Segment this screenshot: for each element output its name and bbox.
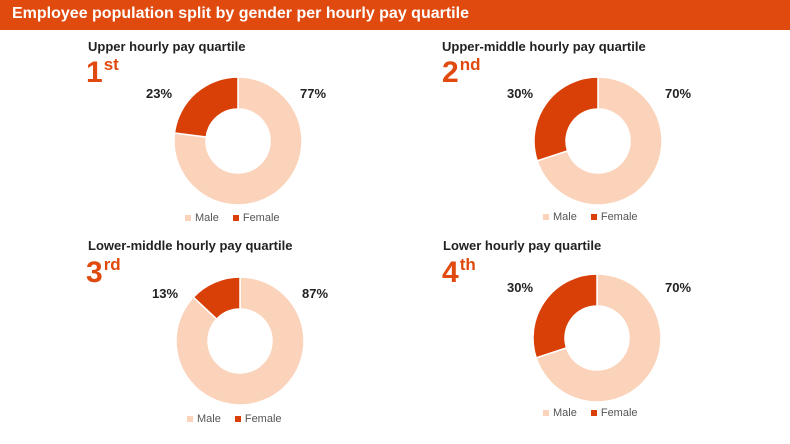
ordinal-suffix: th [459, 255, 476, 274]
slice-female [192, 276, 241, 321]
panel-title: Upper hourly pay quartile [88, 39, 246, 54]
male-pct-label: 87% [302, 286, 329, 301]
quartile-panel-4: Lower hourly pay quartile 4th 70% 30% Ma… [395, 230, 790, 435]
ordinal-number: 4 [442, 256, 459, 289]
legend-label: Female [242, 212, 280, 224]
ordinal-number: 3 [86, 256, 103, 289]
chart-legend: Male Female [185, 212, 294, 224]
quartile-ordinal: 3rd [86, 255, 121, 289]
ordinal-number: 1 [86, 56, 103, 89]
male-pct-label: 70% [665, 86, 692, 101]
ordinal-suffix: st [103, 55, 119, 74]
male-swatch [543, 410, 549, 416]
legend-item-female: Female [590, 407, 638, 419]
legend-item-male: Male [187, 413, 221, 425]
legend-label: Female [600, 407, 638, 419]
panel-title: Lower hourly pay quartile [443, 238, 602, 253]
header-banner: Employee population split by gender per … [0, 0, 790, 30]
ordinal-suffix: nd [459, 55, 481, 74]
female-swatch [590, 214, 597, 220]
quartile-panel-2: Upper-middle hourly pay quartile 2nd 70%… [395, 30, 790, 235]
donut-chart [173, 76, 303, 206]
female-swatch [232, 215, 239, 221]
slice-male [536, 76, 663, 206]
legend-label: Female [244, 413, 282, 425]
legend-label: Male [195, 212, 219, 224]
legend-label: Male [197, 413, 221, 425]
legend-item-male: Male [543, 407, 577, 419]
chart-legend: Male Female [543, 407, 652, 419]
male-swatch [543, 214, 549, 220]
donut-chart [175, 276, 305, 406]
legend-item-male: Male [543, 211, 577, 223]
quartile-panel-3: Lower-middle hourly pay quartile 3rd 87%… [0, 230, 395, 435]
slice-male [173, 76, 303, 206]
male-swatch [185, 215, 191, 221]
female-swatch [590, 410, 597, 416]
male-pct-label: 77% [300, 86, 327, 101]
female-pct-label: 13% [152, 286, 179, 301]
donut-chart [533, 76, 663, 206]
quartile-ordinal: 1st [86, 55, 119, 89]
chart-legend: Male Female [187, 413, 296, 425]
panel-title: Lower-middle hourly pay quartile [88, 238, 293, 253]
male-swatch [187, 416, 193, 422]
slice-female [532, 273, 598, 359]
quartile-ordinal: 4th [442, 255, 476, 289]
page-title: Employee population split by gender per … [12, 5, 469, 22]
legend-item-female: Female [590, 211, 638, 223]
quartile-ordinal: 2nd [442, 55, 481, 89]
slice-female [173, 76, 239, 138]
male-pct-label: 70% [665, 280, 692, 295]
legend-label: Male [553, 407, 577, 419]
panel-title: Upper-middle hourly pay quartile [442, 39, 646, 54]
female-pct-label: 30% [507, 280, 534, 295]
female-pct-label: 23% [146, 86, 173, 101]
legend-item-female: Female [234, 413, 282, 425]
slice-male [175, 276, 305, 406]
quartile-panel-1: Upper hourly pay quartile 1st 77% 23% Ma… [0, 30, 395, 235]
female-swatch [234, 416, 241, 422]
ordinal-number: 2 [442, 56, 459, 89]
chart-legend: Male Female [543, 211, 652, 223]
legend-item-male: Male [185, 212, 219, 224]
slice-male [535, 273, 662, 403]
donut-chart [532, 273, 662, 403]
female-pct-label: 30% [507, 86, 534, 101]
legend-item-female: Female [232, 212, 280, 224]
legend-label: Female [600, 211, 638, 223]
legend-label: Male [553, 211, 577, 223]
ordinal-suffix: rd [103, 255, 121, 274]
slice-female [533, 76, 599, 162]
